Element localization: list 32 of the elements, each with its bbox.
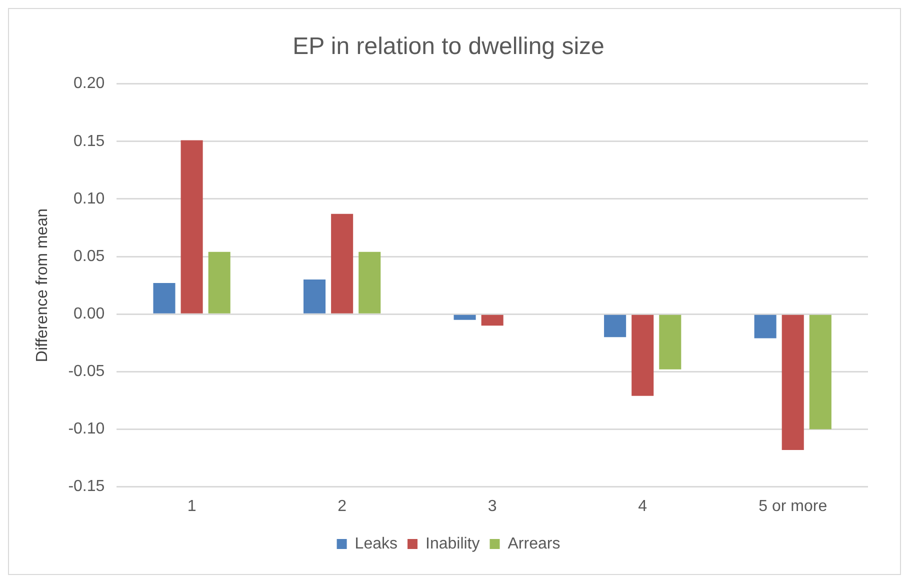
bar bbox=[208, 252, 230, 314]
x-tick-label: 4 bbox=[638, 498, 648, 515]
bar bbox=[632, 314, 654, 396]
bar bbox=[180, 140, 203, 314]
bar bbox=[481, 314, 504, 326]
y-tick-label: 0.15 bbox=[74, 132, 105, 150]
y-tick-label: 0.20 bbox=[74, 75, 105, 92]
y-tick-label: -0.05 bbox=[68, 363, 105, 380]
legend-label: Inability bbox=[425, 535, 480, 552]
bar bbox=[604, 314, 626, 338]
bar bbox=[809, 314, 832, 430]
x-tick-label: 2 bbox=[338, 498, 347, 515]
y-tick-label: -0.15 bbox=[68, 478, 105, 496]
chart-title: EP in relation to dwelling size bbox=[292, 33, 604, 60]
y-tick-label: 0.05 bbox=[74, 248, 105, 265]
bar bbox=[454, 314, 476, 320]
y-tick-label: 0.10 bbox=[74, 190, 105, 208]
x-tick-label: 1 bbox=[187, 498, 196, 515]
bar bbox=[782, 314, 804, 450]
y-axis-title: Difference from mean bbox=[34, 208, 52, 362]
bar bbox=[331, 214, 354, 314]
legend-label: Arrears bbox=[508, 535, 560, 552]
x-tick-label: 5 or more bbox=[758, 498, 828, 515]
x-tick-label: 3 bbox=[488, 498, 497, 515]
bar bbox=[153, 282, 176, 314]
bar bbox=[358, 252, 381, 314]
y-tick-label: 0.00 bbox=[74, 305, 105, 322]
y-tick-label: -0.10 bbox=[68, 420, 105, 438]
bar bbox=[659, 314, 682, 370]
legend-label: Leaks bbox=[354, 535, 398, 552]
bar bbox=[304, 280, 326, 314]
bar bbox=[754, 314, 776, 338]
